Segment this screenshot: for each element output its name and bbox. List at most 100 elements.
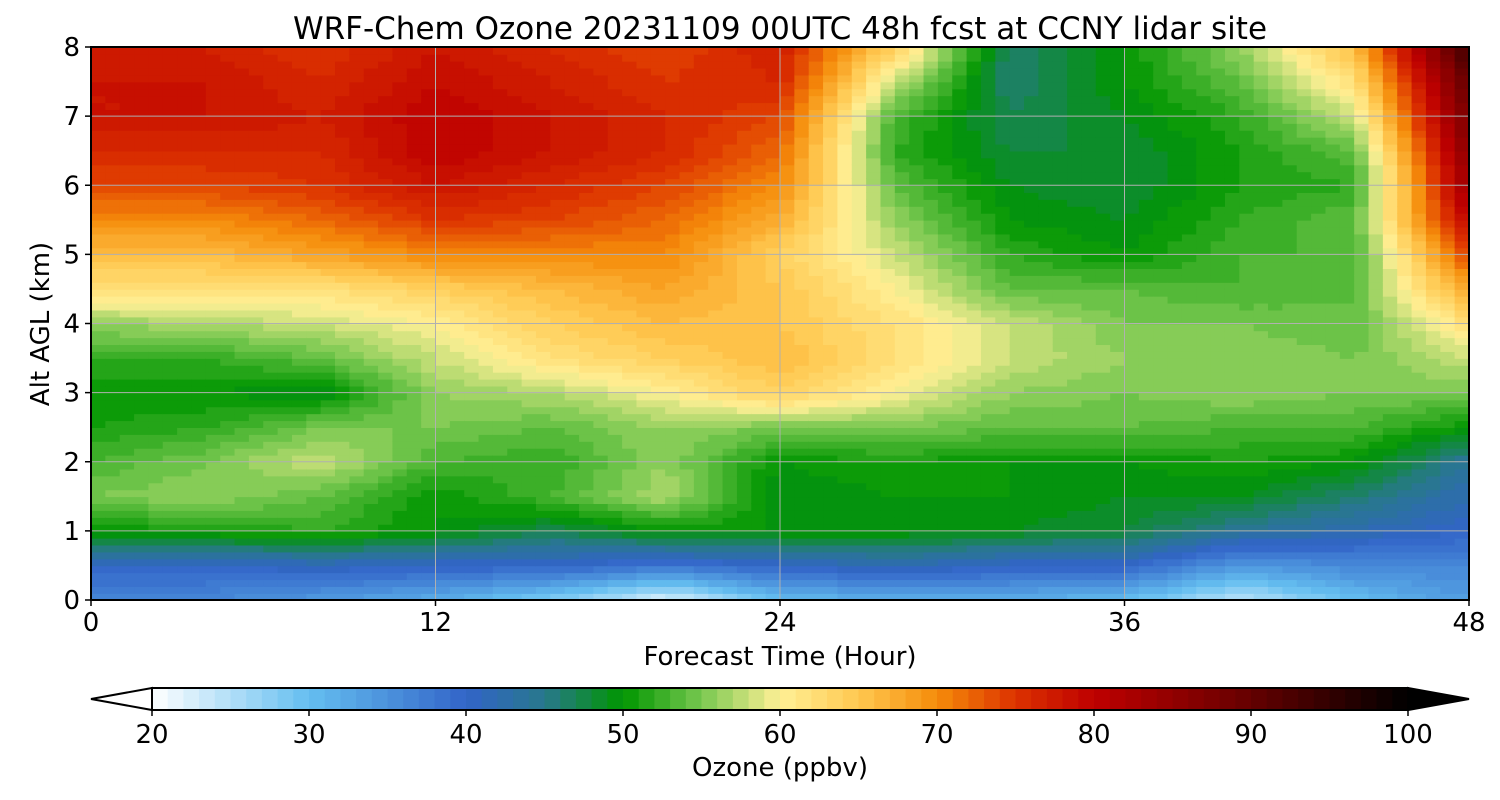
heatmap-cell — [449, 482, 465, 491]
heatmap-cell — [923, 551, 939, 560]
heatmap-cell — [722, 233, 738, 242]
heatmap-cell — [535, 537, 552, 546]
heatmap-cell — [937, 565, 954, 574]
heatmap-cell — [650, 192, 666, 200]
heatmap-cell — [708, 489, 724, 498]
heatmap-cell — [808, 482, 824, 491]
heatmap-cell — [521, 572, 537, 581]
heatmap-cell — [607, 441, 623, 449]
heatmap-cell — [91, 579, 107, 587]
heatmap-cell — [449, 233, 465, 242]
heatmap-cell — [492, 447, 509, 456]
heatmap-cell — [851, 530, 867, 539]
heatmap-cell — [535, 95, 552, 104]
heatmap-cell — [335, 358, 351, 366]
heatmap-cell — [923, 447, 939, 456]
heatmap-cell — [177, 510, 193, 518]
heatmap-cell — [349, 461, 365, 470]
heatmap-cell — [693, 88, 710, 97]
heatmap-cell — [679, 378, 695, 387]
heatmap-cell — [134, 171, 150, 180]
heatmap-cell — [335, 523, 351, 532]
heatmap-cell — [148, 358, 164, 366]
heatmap-cell — [205, 74, 221, 83]
heatmap-cell — [492, 185, 509, 193]
heatmap-cell — [507, 88, 523, 97]
heatmap-cell — [765, 219, 781, 228]
heatmap-cell — [421, 109, 437, 117]
heatmap-cell — [277, 295, 293, 304]
heatmap-cell — [607, 392, 623, 401]
heatmap-cell — [966, 337, 982, 346]
heatmap-cell — [550, 517, 566, 525]
heatmap-cell — [564, 192, 580, 200]
heatmap-cell — [650, 275, 666, 283]
heatmap-cell — [851, 67, 867, 76]
heatmap-cell — [894, 441, 910, 449]
heatmap-cell — [736, 530, 753, 539]
heatmap-cell — [751, 586, 767, 594]
heatmap-cell — [306, 399, 322, 408]
heatmap-cell — [521, 489, 537, 498]
heatmap-cell — [751, 178, 767, 187]
heatmap-cell — [780, 337, 796, 346]
heatmap-cell — [794, 192, 810, 200]
heatmap-cell — [234, 247, 250, 256]
heatmap-cell — [535, 593, 552, 600]
heatmap-cell — [607, 129, 623, 138]
heatmap-cell — [751, 116, 767, 124]
heatmap-cell — [421, 461, 437, 470]
heatmap-cell — [464, 95, 480, 104]
heatmap-cell — [177, 489, 193, 498]
heatmap-cell — [693, 344, 710, 352]
heatmap-cell — [91, 282, 107, 290]
heatmap-cell — [794, 551, 810, 560]
heatmap-cell — [263, 413, 279, 422]
heatmap-cell — [105, 219, 121, 228]
heatmap-cell — [220, 81, 236, 90]
heatmap-cell — [708, 143, 724, 152]
heatmap-cell — [780, 475, 796, 484]
heatmap-cell — [665, 510, 681, 518]
heatmap-cell — [880, 288, 896, 297]
heatmap-cell — [177, 116, 193, 124]
heatmap-cell — [679, 240, 695, 249]
heatmap-cell — [535, 406, 552, 415]
heatmap-cell — [421, 53, 437, 62]
heatmap-cell — [320, 240, 336, 249]
heatmap-cell — [492, 420, 509, 428]
heatmap-cell — [823, 434, 839, 442]
heatmap-cell — [765, 74, 781, 83]
heatmap-cell — [550, 199, 566, 207]
heatmap-cell — [909, 67, 925, 76]
heatmap-cell — [564, 344, 580, 352]
heatmap-cell — [693, 461, 710, 470]
heatmap-cell — [119, 447, 135, 456]
heatmap-cell — [823, 309, 839, 318]
heatmap-cell — [492, 461, 509, 470]
heatmap-cell — [507, 129, 523, 138]
heatmap-cell — [736, 102, 753, 111]
heatmap-cell — [521, 136, 537, 145]
heatmap-cell — [191, 316, 207, 325]
heatmap-cell — [205, 123, 221, 131]
heatmap-cell — [478, 116, 494, 124]
heatmap-cell — [91, 461, 107, 470]
heatmap-cell — [564, 247, 580, 256]
heatmap-cell — [392, 371, 408, 380]
heatmap-cell — [851, 309, 867, 318]
heatmap-cell — [406, 441, 422, 449]
heatmap-cell — [679, 247, 695, 256]
heatmap-cell — [693, 205, 710, 214]
heatmap-cell — [679, 468, 695, 477]
heatmap-cell — [435, 586, 451, 594]
heatmap-cell — [894, 47, 910, 55]
heatmap-cell — [937, 475, 954, 484]
heatmap-cell — [593, 454, 609, 463]
heatmap-cell — [435, 157, 451, 166]
heatmap-cell — [191, 171, 207, 180]
heatmap-cell — [535, 330, 552, 339]
heatmap-cell — [162, 95, 178, 104]
heatmap-cell — [119, 337, 135, 346]
heatmap-cell — [134, 185, 150, 193]
